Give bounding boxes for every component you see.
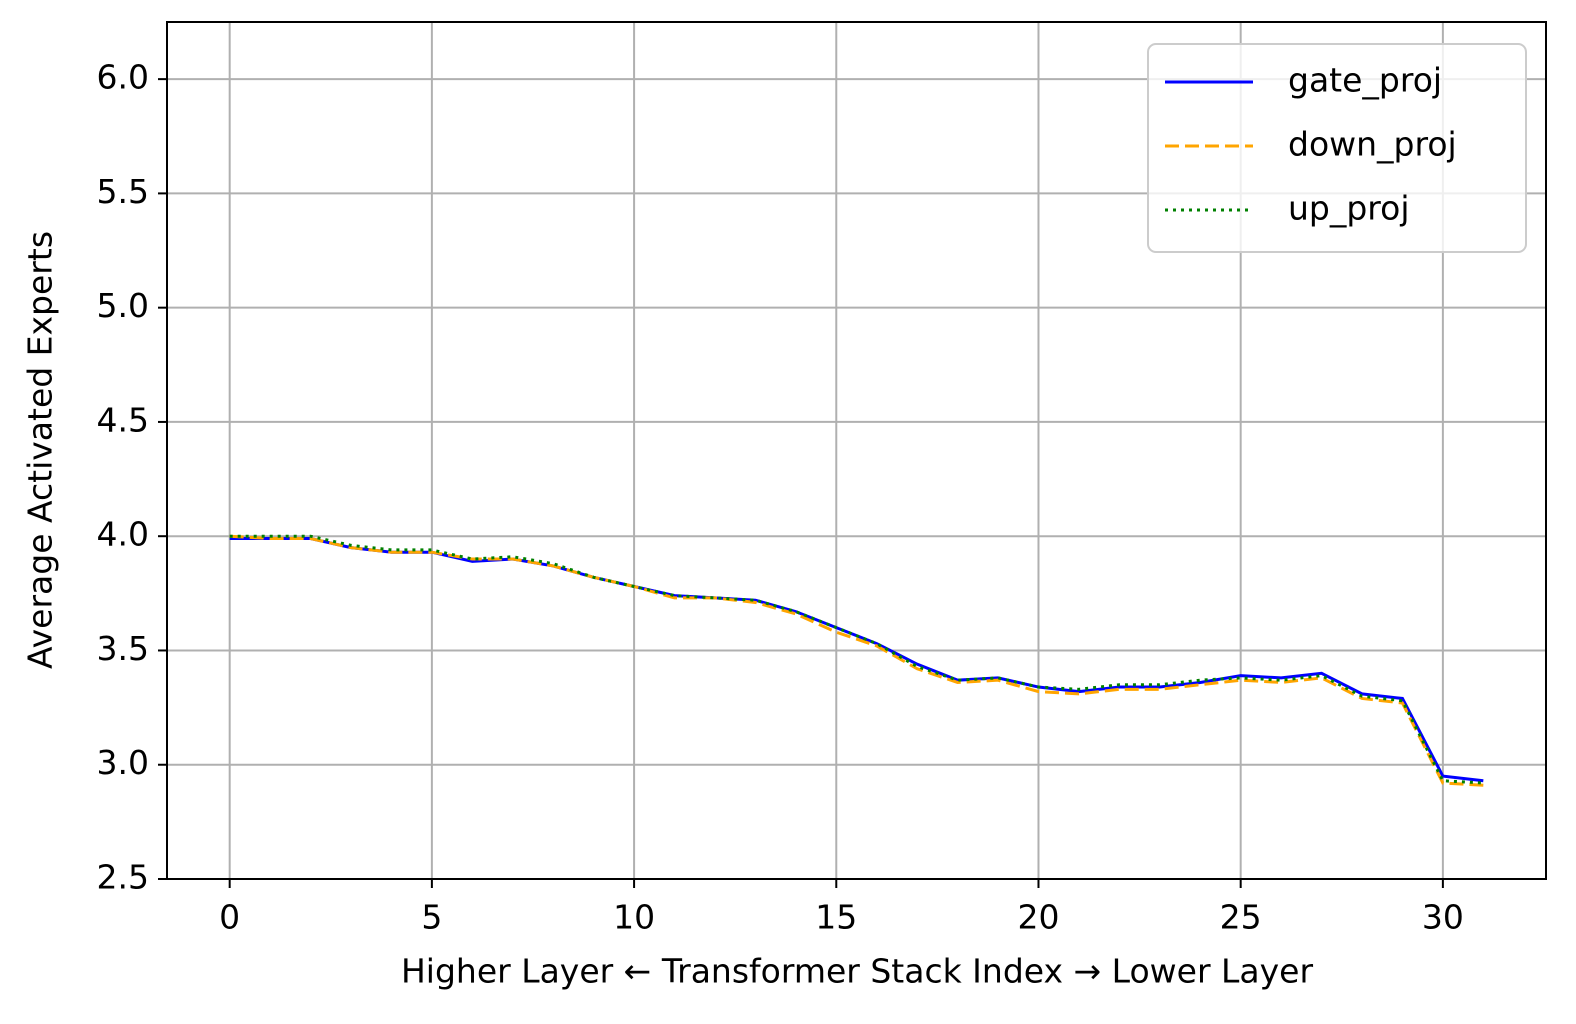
x-tick-label: 30 <box>1422 898 1464 937</box>
x-axis-label: Higher Layer ← Transformer Stack Index →… <box>401 952 1313 991</box>
y-tick-label: 5.0 <box>97 286 149 325</box>
legend-label: down_proj <box>1288 125 1457 164</box>
legend-label: gate_proj <box>1288 61 1442 100</box>
y-tick-label: 6.0 <box>97 58 149 97</box>
y-tick-label: 4.5 <box>97 400 149 439</box>
plot-frame <box>166 21 1547 880</box>
data-line <box>229 536 1484 783</box>
x-tick-label: 15 <box>815 898 857 937</box>
y-tick-label: 3.0 <box>97 743 149 782</box>
x-tick-label: 25 <box>1220 898 1262 937</box>
y-tick-label: 2.5 <box>97 858 149 897</box>
x-tick-label: 20 <box>1017 898 1059 937</box>
y-axis-label: Average Activated Experts <box>21 231 60 669</box>
data-line <box>229 534 1484 787</box>
legend-box <box>1147 43 1527 253</box>
y-tick-label: 5.5 <box>97 172 149 211</box>
y-tick-label: 4.0 <box>97 515 149 554</box>
x-tick-label: 10 <box>613 898 655 937</box>
legend: gate_proj down_proj up_proj <box>1147 43 1527 253</box>
x-tick-label: 5 <box>421 898 442 937</box>
x-tick-label: 0 <box>219 898 240 937</box>
y-tick-label: 3.5 <box>97 629 149 668</box>
legend-label: up_proj <box>1288 189 1410 228</box>
data-line <box>229 534 1484 785</box>
